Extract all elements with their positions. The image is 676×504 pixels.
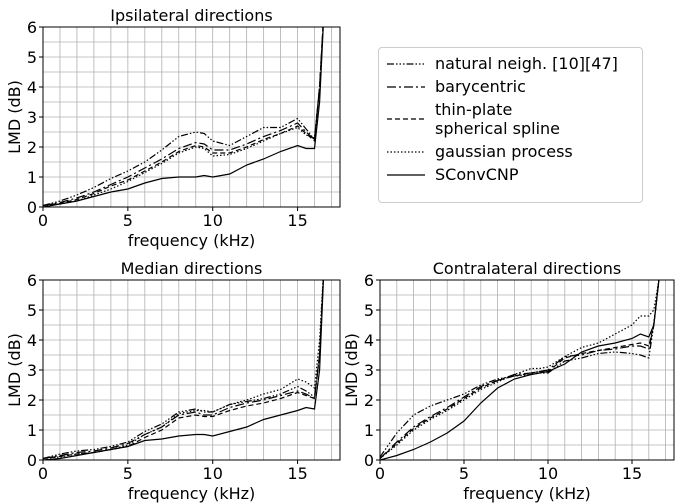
y-tick-label: 2: [27, 138, 37, 157]
y-tick-label: 2: [364, 391, 374, 410]
y-axis-label: LMD (dB): [5, 80, 24, 154]
x-axis-label: frequency (kHz): [463, 484, 591, 503]
series-line: [43, 280, 325, 460]
y-tick-label: 5: [27, 301, 37, 320]
legend-entry: SConvCNP: [387, 165, 634, 184]
chart-title: Contralateral directions: [433, 259, 622, 278]
legend-entry: barycentric: [387, 77, 634, 96]
y-tick-label: 0: [364, 451, 374, 470]
y-tick-label: 6: [27, 18, 37, 37]
x-tick-label: 15: [287, 211, 307, 230]
plot-frame: [379, 279, 675, 461]
y-tick-label: 5: [27, 48, 37, 67]
x-tick-label: 5: [459, 464, 469, 483]
y-tick-label: 3: [27, 108, 37, 127]
legend-swatch: [387, 173, 425, 176]
series-line: [380, 280, 660, 459]
y-tick-label: 5: [364, 301, 374, 320]
x-tick-label: 10: [203, 211, 223, 230]
legend-label: natural neigh. [10][47]: [435, 54, 618, 73]
series-line: [43, 27, 324, 207]
y-tick-label: 4: [27, 331, 37, 350]
legend-swatch: [387, 150, 425, 153]
series-line: [43, 27, 324, 207]
chart-title: Median directions: [121, 259, 263, 278]
y-axis-label: LMD (dB): [5, 333, 24, 407]
y-tick-label: 0: [27, 198, 37, 217]
x-tick-label: 15: [287, 464, 307, 483]
x-tick-label: 0: [375, 464, 385, 483]
y-tick-label: 1: [27, 168, 37, 187]
y-tick-label: 1: [364, 421, 374, 440]
y-tick-label: 1: [27, 421, 37, 440]
legend-entry: gaussian process: [387, 142, 634, 161]
x-tick-label: 10: [538, 464, 558, 483]
series-line: [43, 280, 324, 460]
series-line: [380, 280, 660, 458]
y-tick-label: 3: [27, 361, 37, 380]
x-tick-label: 0: [38, 211, 48, 230]
series-line: [43, 280, 324, 460]
y-tick-label: 4: [364, 331, 374, 350]
x-tick-label: 0: [38, 464, 48, 483]
legend-label: SConvCNP: [435, 165, 519, 184]
x-tick-label: 10: [203, 464, 223, 483]
legend-label: barycentric: [435, 77, 526, 96]
legend-swatch: [387, 62, 425, 65]
y-tick-label: 3: [364, 361, 374, 380]
series-line: [380, 280, 660, 460]
series-line: [43, 280, 324, 460]
legend-label: thin-plate spherical spline: [435, 100, 560, 138]
y-tick-label: 2: [27, 391, 37, 410]
legend-entry: thin-plate spherical spline: [387, 100, 634, 138]
legend-entry: natural neigh. [10][47]: [387, 54, 634, 73]
series-line: [43, 280, 324, 460]
legend-swatch: [387, 118, 425, 120]
legend-swatch: [387, 85, 425, 88]
series-line: [43, 27, 324, 207]
y-tick-label: 6: [27, 271, 37, 290]
x-axis-label: frequency (kHz): [128, 231, 256, 250]
series-line: [43, 27, 324, 207]
legend-label: gaussian process: [435, 142, 573, 161]
x-axis-label: frequency (kHz): [128, 484, 256, 503]
series-line: [380, 280, 660, 459]
x-tick-label: 5: [123, 464, 133, 483]
series-line: [380, 280, 660, 459]
chart-title: Ipsilateral directions: [110, 6, 272, 25]
y-tick-label: 4: [27, 78, 37, 97]
y-axis-label: LMD (dB): [342, 333, 361, 407]
plot-frame: [42, 279, 341, 461]
x-tick-label: 15: [622, 464, 642, 483]
series-line: [43, 27, 324, 207]
legend: natural neigh. [10][47] barycentric thin-p…: [378, 47, 643, 203]
y-tick-label: 0: [27, 451, 37, 470]
x-tick-label: 5: [123, 211, 133, 230]
plot-frame: [42, 26, 341, 208]
y-tick-label: 6: [364, 271, 374, 290]
